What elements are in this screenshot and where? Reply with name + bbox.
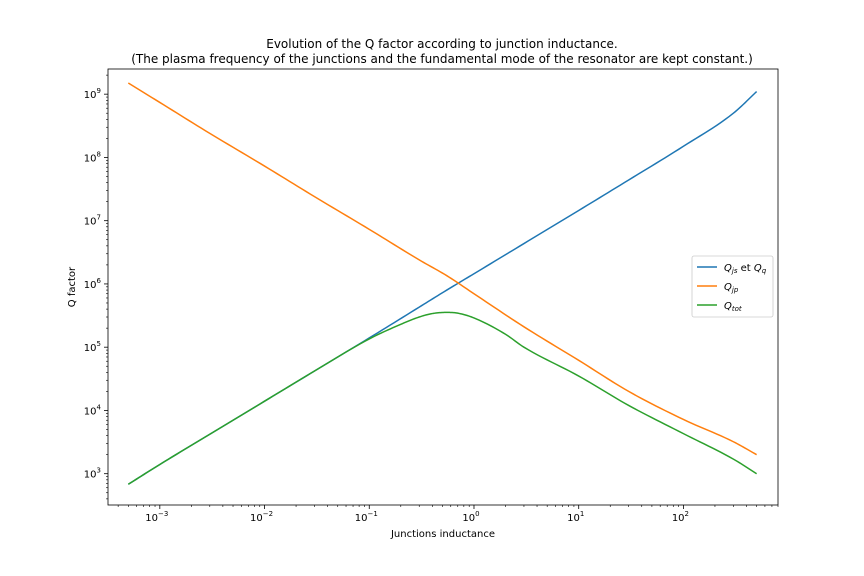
x-tick-label: 102 [672, 510, 689, 524]
x-tick-label: 10−1 [355, 510, 378, 524]
x-tick-base: 10 [145, 513, 158, 524]
y-tick-base: 10 [84, 280, 97, 291]
y-tick-exp: 9 [97, 87, 101, 95]
y-tick-label: 104 [84, 403, 102, 417]
y-tick-base: 10 [84, 217, 97, 228]
y-tick-label: 108 [84, 150, 101, 164]
legend-sub: js [731, 267, 738, 275]
legend-mid: et [737, 263, 753, 274]
x-tick-exp: −3 [158, 510, 168, 518]
x-tick-base: 10 [355, 513, 368, 524]
x-tick-label: 100 [462, 510, 479, 524]
series-group [127, 82, 758, 485]
x-tick-exp: 1 [580, 510, 584, 518]
y-tick-exp: 5 [97, 340, 101, 348]
x-tick-base: 10 [567, 513, 580, 524]
y-tick-exp: 7 [97, 214, 101, 222]
y-tick-exp: 4 [97, 403, 102, 411]
series-line-1 [127, 82, 757, 456]
x-axis-ticks: 10−3 10−2 10−1 100 101 102 [145, 505, 689, 524]
y-tick-base: 10 [84, 153, 97, 164]
legend-q: Q [724, 263, 732, 274]
y-tick-exp: 8 [97, 150, 101, 158]
y-tick-label: 103 [84, 467, 101, 481]
x-tick-exp: −2 [263, 510, 273, 518]
x-axis-label: Junctions inductance [390, 529, 495, 540]
y-tick-exp: 3 [97, 467, 101, 475]
legend-box [691, 255, 774, 318]
chart-title-line2: (The plasma frequency of the junctions a… [131, 52, 753, 66]
y-tick-base: 10 [84, 406, 97, 417]
x-tick-label: 10−2 [250, 510, 273, 524]
plot-area: 10−3 10−2 10−1 100 101 102 103104105106107108… [84, 68, 779, 524]
x-tick-base: 10 [250, 513, 263, 524]
y-tick-label: 105 [84, 340, 101, 354]
y-axis-label: Q factor [67, 266, 78, 307]
x-tick-exp: 2 [685, 510, 689, 518]
y-tick-label: 106 [84, 277, 102, 291]
legend-label-2: Qtot [724, 301, 742, 313]
x-tick-exp: −1 [367, 510, 377, 518]
x-tick-label: 10−3 [145, 510, 168, 524]
legend-sub2: q [762, 267, 767, 275]
y-tick-label: 109 [84, 87, 101, 101]
series-line-2 [127, 311, 758, 485]
legend-label-0: Qjs et Qq [724, 263, 767, 275]
legend-q: Q [724, 282, 732, 293]
minor-ticks [106, 74, 779, 507]
y-tick-base: 10 [84, 90, 97, 101]
x-tick-label: 101 [567, 510, 584, 524]
y-tick-base: 10 [84, 343, 97, 354]
y-tick-base: 10 [84, 470, 97, 481]
y-tick-exp: 6 [97, 277, 102, 285]
legend-q: Q [724, 301, 732, 312]
legend-q2: Q [754, 263, 762, 274]
legend-sub: tot [732, 305, 742, 313]
y-tick-label: 107 [84, 214, 101, 228]
legend-label-1: Qjp [724, 282, 739, 294]
x-tick-base: 10 [672, 513, 685, 524]
chart-title-line1: Evolution of the Q factor according to j… [266, 37, 618, 51]
legend-sub: jp [731, 286, 739, 294]
x-tick-base: 10 [462, 513, 475, 524]
x-tick-exp: 0 [475, 510, 479, 518]
